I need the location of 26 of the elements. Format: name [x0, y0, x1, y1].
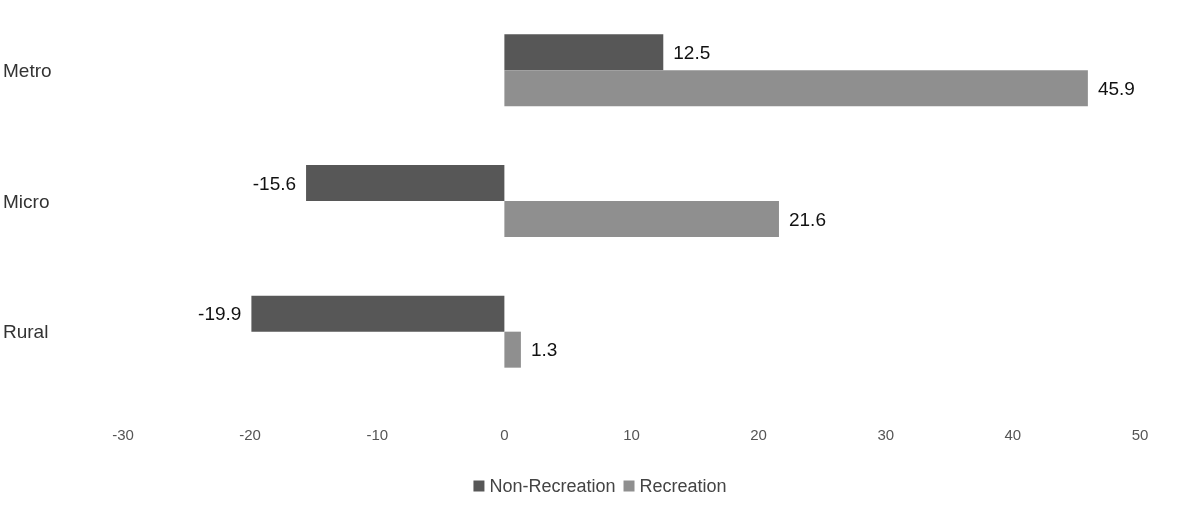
x-tick-label: 40: [1004, 426, 1022, 443]
y-tick-label: Metro: [3, 59, 52, 81]
x-tick-label: 0: [500, 426, 509, 443]
bar: [251, 295, 505, 332]
y-tick-label: Rural: [3, 321, 49, 343]
legend-label: Recreation: [639, 476, 727, 496]
y-tick-label: Micro: [3, 190, 50, 212]
data-label: 12.5: [673, 41, 711, 63]
data-label: -19.9: [198, 303, 242, 325]
x-tick-label: -20: [239, 426, 261, 443]
x-tick-label: 10: [623, 426, 640, 443]
bar: [504, 331, 521, 368]
data-label: 45.9: [1097, 77, 1135, 99]
data-label: -15.6: [252, 172, 297, 194]
bar: [504, 201, 779, 237]
bar: [504, 70, 1088, 107]
x-tick-label: -10: [366, 426, 389, 443]
x-tick-label: -30: [112, 426, 134, 443]
x-tick-label: 30: [877, 426, 895, 443]
legend-label: Non-Recreation: [489, 476, 616, 496]
x-tick-label: 20: [750, 426, 767, 443]
x-tick-label: 50: [1131, 426, 1149, 443]
bar: [306, 165, 505, 201]
bar: [504, 34, 664, 71]
data-label: 1.3: [530, 339, 558, 361]
data-label: 21.6: [788, 208, 826, 230]
